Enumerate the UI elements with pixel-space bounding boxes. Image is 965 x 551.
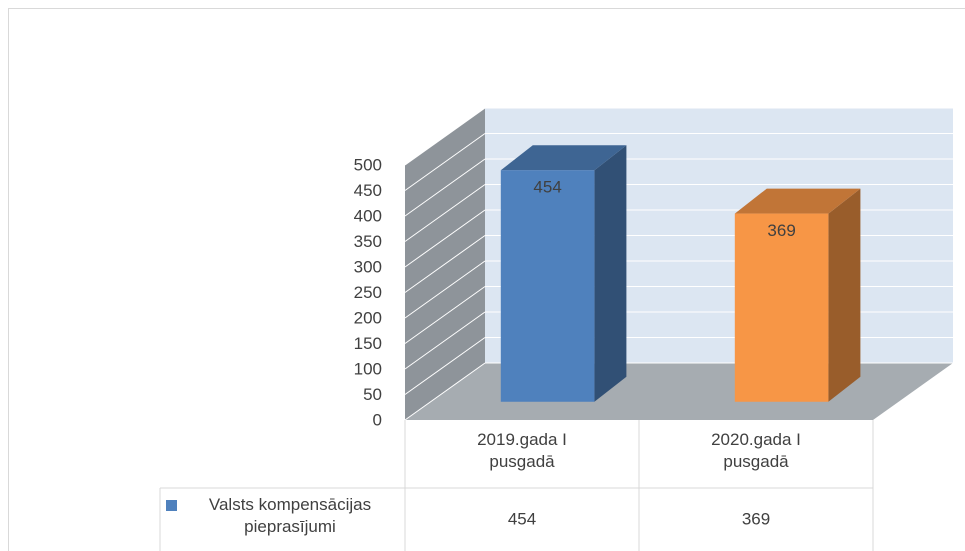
y-tick-label: 350 — [354, 232, 382, 251]
data-label: 454 — [533, 178, 561, 197]
bar-side — [828, 188, 861, 402]
grid-line — [404, 133, 486, 191]
y-tick-label: 300 — [354, 257, 382, 276]
y-tick-label: 200 — [354, 308, 382, 327]
bar-top — [734, 188, 861, 214]
legend-key — [166, 500, 177, 511]
y-tick-label: 400 — [354, 206, 382, 225]
data-label: 369 — [767, 221, 795, 240]
grid-line — [404, 235, 486, 293]
y-tick-label: 150 — [354, 334, 382, 353]
grid-line — [404, 286, 486, 344]
grid-line — [404, 184, 486, 242]
grid-line — [404, 107, 486, 166]
bar — [734, 213, 829, 402]
grid-line — [404, 337, 486, 395]
bar-side — [594, 145, 627, 402]
bar-top — [500, 145, 627, 171]
y-tick-label: 450 — [354, 181, 382, 200]
grid-line — [404, 209, 486, 268]
grid-line — [404, 362, 486, 421]
grid-line — [404, 311, 486, 370]
table-value: 454 — [508, 509, 536, 528]
y-tick-label: 50 — [363, 385, 382, 404]
table-value: 369 — [742, 509, 770, 528]
legend-label: Valsts kompensācijas pieprasījumi — [209, 495, 371, 536]
y-tick-label: 500 — [354, 155, 382, 174]
y-tick-label: 250 — [354, 283, 382, 302]
floor — [405, 363, 953, 420]
bar — [500, 170, 595, 402]
y-tick-label: 100 — [354, 359, 382, 378]
y-tick-label: 0 — [373, 410, 382, 429]
grid-line — [404, 260, 486, 319]
grid-line — [404, 158, 486, 217]
